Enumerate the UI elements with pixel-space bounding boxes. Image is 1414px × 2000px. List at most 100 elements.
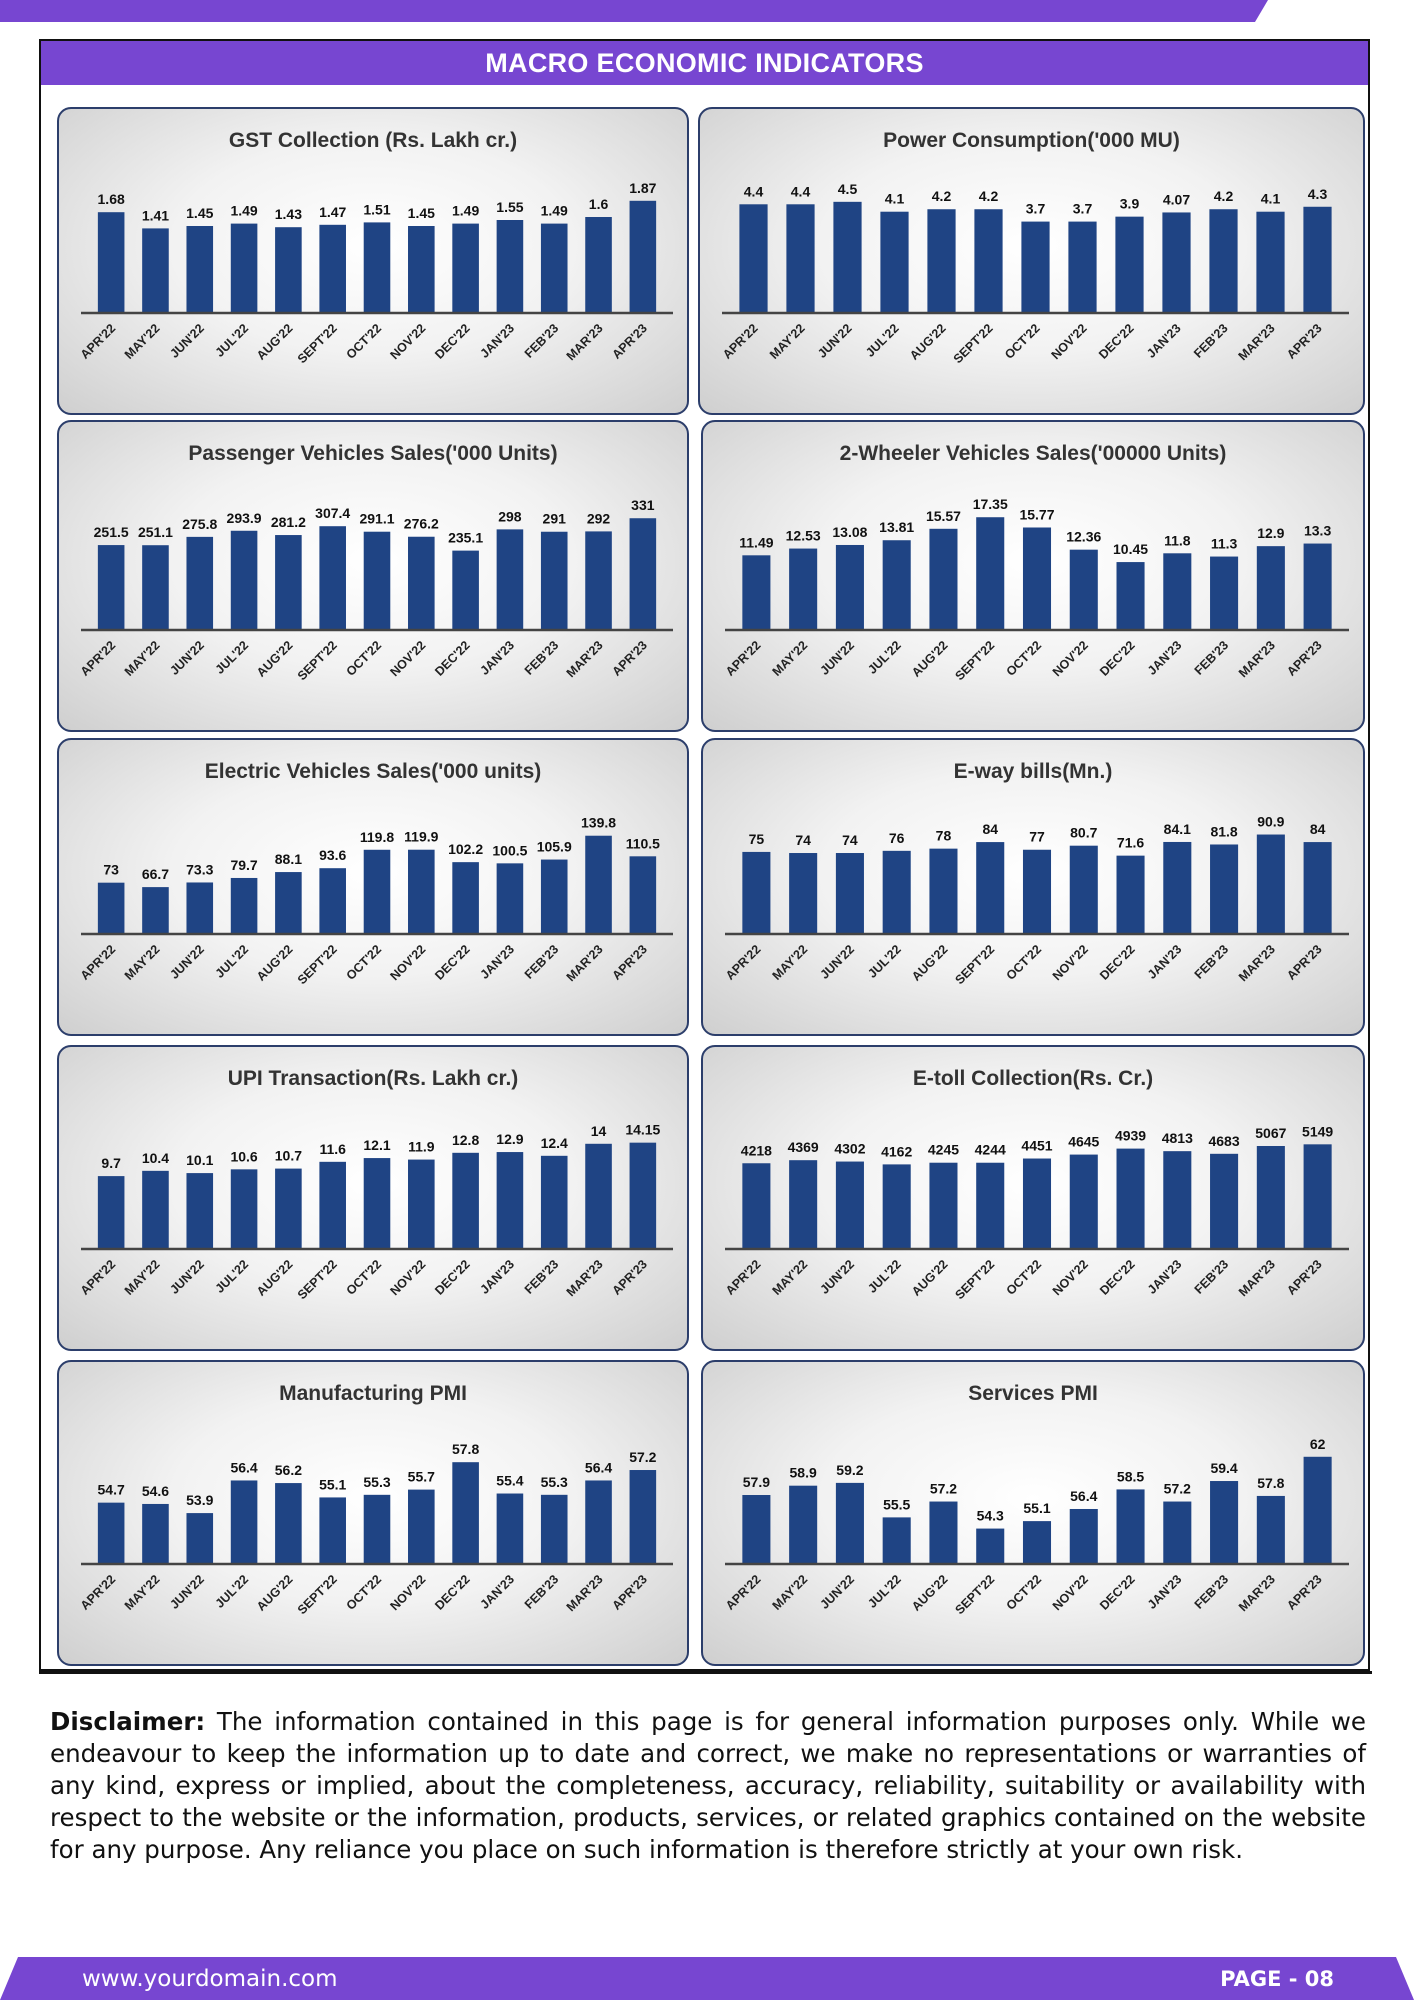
data-label: 4.1 [1261,191,1281,207]
tick-label: DEC'22 [1097,638,1138,679]
data-label: 4.3 [1308,186,1328,202]
bar [1021,221,1050,313]
data-label: 119.9 [404,829,438,845]
bar [786,204,815,313]
chart-etoll: E-toll Collection(Rs. Cr.) 4218 APR'22 4369… [723,1067,1349,1302]
bar [976,517,1005,630]
bar [319,868,346,934]
data-label: 58.9 [790,1465,817,1481]
tick-label: NOV'22 [387,942,428,983]
chart-panel-services-pmi: Services PMI 57.9 APR'22 58.9 MAY'22 59.2 JUN'… [701,1360,1365,1666]
bar [275,872,302,934]
bar [629,1470,657,1564]
data-label: 4244 [975,1142,1006,1158]
tick-label: JUL'22 [865,1257,904,1296]
data-label: 10.45 [1113,541,1148,557]
data-label: 55.3 [541,1474,568,1490]
bar [976,1528,1005,1564]
bar [319,526,346,630]
bar [742,1163,771,1249]
tick-label: APR'23 [1284,1257,1325,1298]
data-label: 1.68 [98,191,125,207]
tick-label: JUN'22 [818,638,858,678]
bar [363,531,391,630]
bar [833,201,862,313]
bar [363,1494,391,1564]
chart-panel-electric-vehicles: Electric Vehicles Sales('000 units) 73 APR… [57,738,689,1036]
data-label: 1.51 [363,201,390,217]
data-label: 4813 [1162,1130,1193,1146]
data-label: 84 [982,821,998,837]
bar [789,853,818,934]
chart-panel-manufacturing-pmi: Manufacturing PMI 54.7 APR'22 54.6 MAY'22 53.… [57,1360,689,1666]
tick-label: JAN'23 [1144,321,1184,361]
bar [1069,1154,1098,1249]
data-label: 13.08 [832,524,867,540]
footer-website-link[interactable]: www.yourdomain.com [82,1966,338,1992]
data-label: 59.2 [836,1462,863,1478]
data-label: 1.87 [629,180,656,196]
bar [275,227,302,313]
bar [452,862,479,934]
data-label: 78 [936,828,952,844]
bar [585,531,612,630]
data-label: 57.2 [629,1449,656,1465]
data-label: 5149 [1302,1123,1333,1139]
bar [629,518,657,630]
data-label: 10.7 [275,1148,302,1164]
data-label: 84 [1310,821,1326,837]
tick-label: OCT'22 [344,942,385,983]
top-accent-band [0,0,1268,22]
bar [408,536,435,630]
data-label: 4.5 [838,181,858,197]
data-label: 55.1 [1023,1500,1050,1516]
tick-label: APR'22 [723,638,764,679]
data-label: 80.7 [1070,825,1097,841]
chart-title: E-toll Collection(Rs. Cr.) [913,1067,1153,1090]
tick-label: MAY'22 [767,321,808,362]
tick-label: NOV'22 [1050,638,1091,679]
bar [363,222,391,313]
bar [835,853,864,934]
tick-label: OCT'22 [344,321,385,362]
tick-label: MAR'23 [564,942,606,984]
tick-label: APR'23 [1284,942,1325,983]
bar [452,1462,479,1564]
bar [540,1494,568,1564]
data-label: 4218 [741,1142,772,1158]
data-label: 93.6 [319,847,346,863]
bar [1210,556,1239,630]
data-label: 55.1 [319,1476,346,1492]
tick-label: FEB'23 [522,321,562,361]
tick-label: SEPT'22 [952,942,997,987]
tick-label: JUL'22 [863,321,902,360]
tick-label: DEC'22 [432,321,473,362]
data-label: 57.8 [1257,1475,1284,1491]
tick-label: FEB'23 [1192,638,1232,678]
data-label: 55.5 [883,1496,910,1512]
data-label: 57.8 [452,1441,479,1457]
tick-label: APR'23 [609,638,650,679]
data-label: 1.49 [452,203,479,219]
chart-title: UPI Transaction(Rs. Lakh cr.) [228,1067,519,1090]
data-label: 76 [889,830,905,846]
bar [927,209,956,313]
data-label: 14 [591,1123,607,1139]
tick-label: DEC'22 [432,1257,473,1298]
tick-label: MAR'23 [1236,942,1278,984]
bar [1209,209,1238,313]
tick-label: DEC'22 [1097,1257,1138,1298]
bar [1210,1481,1239,1564]
tick-label: APR'23 [609,1257,650,1298]
bar [408,1489,435,1564]
bar [1210,844,1239,934]
bar [835,1482,864,1564]
bar [835,544,864,630]
data-label: 292 [587,510,611,526]
data-label: 307.4 [315,505,350,521]
tick-label: MAR'23 [1236,1572,1278,1614]
data-label: 15.77 [1019,506,1054,522]
data-label: 4.07 [1163,191,1190,207]
tick-label: JUN'22 [818,1257,858,1297]
data-label: 55.3 [363,1474,390,1490]
